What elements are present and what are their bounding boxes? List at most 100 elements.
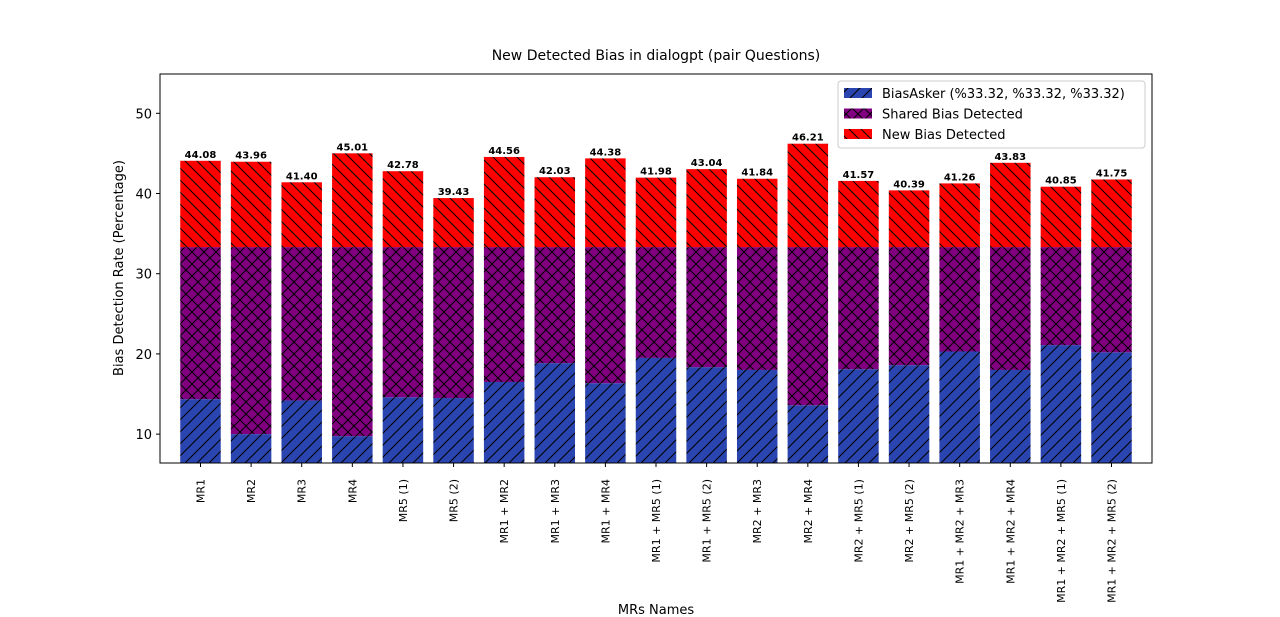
bar-segment [1040,186,1082,248]
bar-segment [990,162,1031,248]
x-tick-label: MR1 + MR2 + MR3 [954,479,967,584]
bar-segment [483,156,525,248]
bar-segment [686,367,727,463]
total-label: 42.03 [539,166,571,177]
bar-segment [281,247,322,401]
bar-segment [736,178,778,248]
total-label: 44.38 [590,147,622,158]
bar-segment [990,369,1031,463]
x-tick-label: MR1 + MR2 [498,479,511,543]
bar-segment [1091,179,1132,248]
bar-segment [433,198,474,248]
bar-segment [483,247,525,382]
bar-segment [635,247,677,358]
total-label: 40.39 [893,179,925,190]
total-label: 40.85 [1045,176,1077,187]
bar-segment [838,369,879,463]
y-tick-label: 20 [135,348,152,363]
total-label: 41.98 [640,167,672,178]
total-label: 41.57 [843,170,875,181]
y-tick-label: 50 [135,107,152,122]
bar-segment [433,398,474,463]
bar-segment [585,247,626,384]
bar-segment [585,383,626,463]
bar-segment [230,247,272,435]
bar-segment [534,247,576,364]
bar-segment [1040,345,1082,463]
x-tick-label: MR3 [296,479,309,503]
x-tick-label: MR2 + MR5 (2) [903,479,916,563]
x-tick-label: MR2 + MR4 [802,479,815,543]
total-label: 44.08 [185,150,217,161]
x-tick-label: MR1 + MR2 + MR5 (1) [1055,479,1068,603]
total-label: 43.83 [994,152,1026,163]
x-tick-label: MR2 + MR3 [751,479,764,543]
bar-segment [230,161,272,248]
bar-segment [787,143,829,248]
bar-segment [736,369,778,463]
legend-swatch [844,129,872,139]
bar-segment [888,365,930,463]
bar-segment [332,247,373,437]
y-axis-title: Bias Detection Rate (Percentage) [112,160,127,376]
bar-segment [332,436,373,463]
bar-segment [939,351,980,463]
total-label: 39.43 [438,187,470,198]
legend-swatch [844,88,872,98]
legend-box [837,80,1146,149]
x-tick-label: MR1 + MR4 [599,479,612,543]
total-label: 43.96 [235,151,267,162]
total-label: 42.78 [387,160,419,171]
bar-segment [180,247,221,400]
x-tick-label: MR1 + MR5 (1) [650,479,663,563]
bar-segment [230,434,272,463]
bar-segment [1091,247,1132,353]
legend-label: BiasAsker (%33.32, %33.32, %33.32) [882,87,1125,102]
bar-segment [787,405,829,463]
bar-segment [382,397,424,463]
x-tick-label: MR1 + MR5 (2) [701,479,714,563]
total-label: 45.01 [337,142,369,153]
total-label: 41.84 [741,168,773,179]
total-label: 41.40 [286,171,318,182]
bar-segment [838,247,879,370]
total-label: 46.21 [792,133,824,144]
bar-segment [838,180,879,248]
total-label: 41.75 [1096,168,1128,179]
legend-swatch [844,108,872,119]
bar-segment [585,158,626,248]
x-tick-label: MR1 + MR3 [549,479,562,543]
bar-segment [635,177,677,248]
bar-segment [736,247,778,370]
legend-label: New Bias Detected [882,128,1006,143]
x-tick-label: MR2 [245,479,258,503]
bar-segment [1040,247,1082,346]
bar-segment [433,247,474,399]
legend-label: Shared Bias Detected [882,108,1023,123]
x-tick-label: MR4 [346,479,359,503]
bar-segment [990,247,1031,370]
bar-segment [787,247,829,406]
x-tick-label: MR2 + MR5 (1) [852,479,865,563]
bar-segment [180,160,221,248]
total-label: 43.04 [691,158,723,169]
x-tick-label: MR1 + MR2 + MR4 [1004,479,1017,584]
total-label: 44.56 [488,146,520,157]
x-tick-label: MR1 + MR2 + MR5 (2) [1106,479,1119,603]
bar-segment [939,247,980,352]
bar-segment [686,247,727,368]
bar-segment [1091,352,1132,463]
bar-segment [888,190,930,248]
x-tick-label: MR1 [194,479,207,503]
plot-area [180,143,1132,463]
y-tick-label: 40 [135,188,152,203]
bar-segment [382,171,424,248]
bar-segment [534,177,576,248]
bar-segment [281,400,322,463]
bar-segment [332,153,373,248]
x-axis-title: MRs Names [618,603,695,617]
x-tick-label: MR5 (2) [448,479,461,522]
bar-segment [939,183,980,248]
bar-segment [888,247,930,366]
bar-segment [635,357,677,463]
